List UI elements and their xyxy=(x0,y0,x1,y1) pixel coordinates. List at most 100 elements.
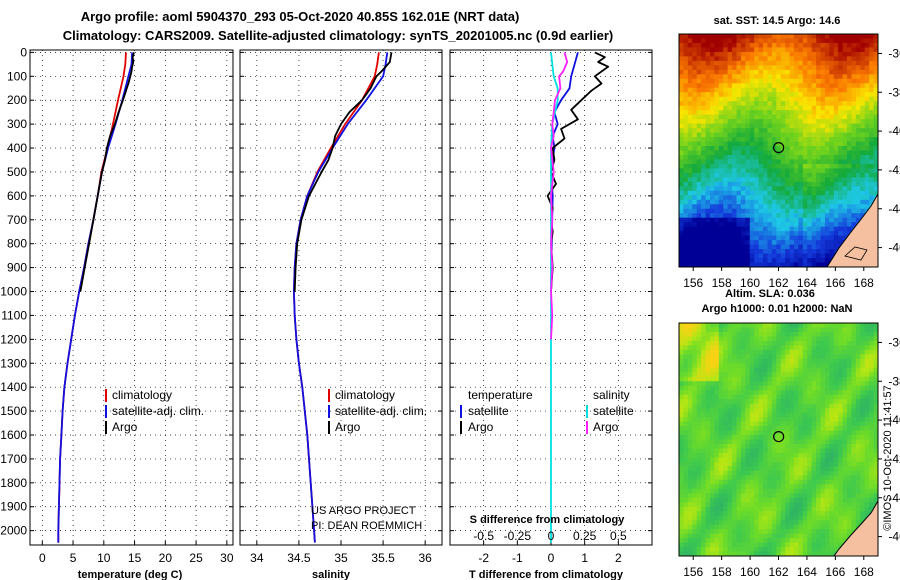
heatmap-cell xyxy=(718,336,724,342)
heatmap-cell xyxy=(740,372,746,378)
heatmap-cell xyxy=(829,168,835,174)
heatmap-cell xyxy=(780,137,786,143)
heatmap-cell xyxy=(820,390,826,396)
heatmap-cell xyxy=(692,515,698,521)
heatmap-cell xyxy=(873,56,878,62)
heatmap-cell xyxy=(802,331,808,338)
heatmap-cell xyxy=(833,399,839,405)
heatmap-cell xyxy=(740,208,746,214)
heatmap-cell xyxy=(696,345,702,351)
heatmap-cell xyxy=(780,231,786,237)
heatmap-cell xyxy=(838,65,844,71)
heatmap-cell xyxy=(860,511,866,517)
heatmap-cell xyxy=(771,520,777,526)
heatmap-cell xyxy=(869,34,875,40)
heatmap-cell xyxy=(771,253,777,259)
heatmap-cell xyxy=(793,128,799,134)
heatmap-cell xyxy=(842,417,848,423)
heatmap-cell xyxy=(763,101,769,107)
heatmap-cell xyxy=(749,363,755,369)
heatmap-cell xyxy=(833,466,839,472)
heatmap-cell xyxy=(740,403,746,409)
heatmap-cell xyxy=(807,327,813,333)
heatmap-cell xyxy=(820,547,826,553)
heatmap-cell xyxy=(829,479,835,485)
heatmap-cell xyxy=(811,488,817,494)
heatmap-cell xyxy=(740,457,746,463)
heatmap-cell xyxy=(860,394,866,400)
heatmap-cell xyxy=(847,412,853,418)
heatmap-cell xyxy=(842,520,848,526)
heatmap-cell xyxy=(838,488,844,494)
heatmap-cell xyxy=(798,412,804,418)
heatmap-cell xyxy=(833,38,839,44)
heatmap-cell xyxy=(740,349,746,355)
heatmap-cell xyxy=(692,367,698,373)
heatmap-cell xyxy=(820,119,826,125)
heatmap-cell xyxy=(683,475,689,481)
heatmap-cell xyxy=(811,421,817,427)
heatmap-cell xyxy=(723,249,729,255)
heatmap-cell xyxy=(723,542,729,548)
heatmap-cell xyxy=(709,345,715,351)
heatmap-cell xyxy=(789,484,795,490)
heatmap-cell xyxy=(692,408,698,414)
heatmap-cell xyxy=(829,92,835,98)
longitude-tick-label: 156 xyxy=(683,276,703,290)
heatmap-cell xyxy=(736,132,742,138)
heatmap-cell xyxy=(860,349,866,355)
heatmap-cell xyxy=(701,186,707,192)
heatmap-cell xyxy=(785,231,791,237)
heatmap-cell xyxy=(683,60,689,66)
heatmap-cell xyxy=(833,417,839,423)
heatmap-cell xyxy=(869,408,875,414)
heatmap-cell xyxy=(807,354,813,360)
heatmap-cell xyxy=(798,34,804,40)
heatmap-cell xyxy=(771,168,777,174)
heatmap-cell xyxy=(824,137,830,143)
heatmap-cell xyxy=(798,74,804,80)
heatmap-cell xyxy=(851,163,857,170)
heatmap-cell xyxy=(736,60,742,66)
heatmap-cell xyxy=(869,390,875,396)
heatmap-cell xyxy=(780,38,786,44)
heatmap-cell xyxy=(847,502,853,508)
heatmap-cell xyxy=(802,340,808,346)
heatmap-cell xyxy=(692,231,698,237)
heatmap-cell xyxy=(727,42,733,49)
heatmap-cell xyxy=(767,34,773,40)
heatmap-cell xyxy=(860,466,866,472)
legend-salinity-heading: salinity xyxy=(593,388,630,402)
heatmap-cell xyxy=(789,217,795,223)
heatmap-cell xyxy=(829,132,835,138)
heatmap-cell xyxy=(860,150,866,156)
heatmap-cell xyxy=(723,222,729,228)
heatmap-cell xyxy=(767,403,773,409)
heatmap-cell xyxy=(767,101,773,107)
heatmap-cell xyxy=(820,452,826,459)
heatmap-cell xyxy=(829,394,835,400)
heatmap-cell xyxy=(736,349,742,355)
heatmap-cell xyxy=(864,408,870,414)
heatmap-cell xyxy=(807,105,813,111)
heatmap-cell xyxy=(758,448,764,454)
heatmap-cell xyxy=(714,363,720,369)
heatmap-cell xyxy=(687,470,693,476)
heatmap-cell xyxy=(758,354,764,360)
heatmap-cell xyxy=(833,208,839,214)
heatmap-cell xyxy=(842,204,848,210)
heatmap-cell xyxy=(802,327,808,333)
heatmap-cell xyxy=(683,457,689,463)
heatmap-cell xyxy=(811,119,817,125)
heatmap-cell xyxy=(705,105,711,111)
heatmap-cell xyxy=(793,533,799,539)
heatmap-cell xyxy=(851,168,857,174)
heatmap-cell xyxy=(811,208,817,214)
heatmap-cell xyxy=(820,163,826,170)
heatmap-cell xyxy=(714,381,720,387)
heatmap-cell xyxy=(789,177,795,183)
heatmap-cell xyxy=(763,345,769,351)
heatmap-cell xyxy=(763,533,769,539)
heatmap-cell xyxy=(679,249,685,255)
heatmap-cell xyxy=(727,258,733,264)
